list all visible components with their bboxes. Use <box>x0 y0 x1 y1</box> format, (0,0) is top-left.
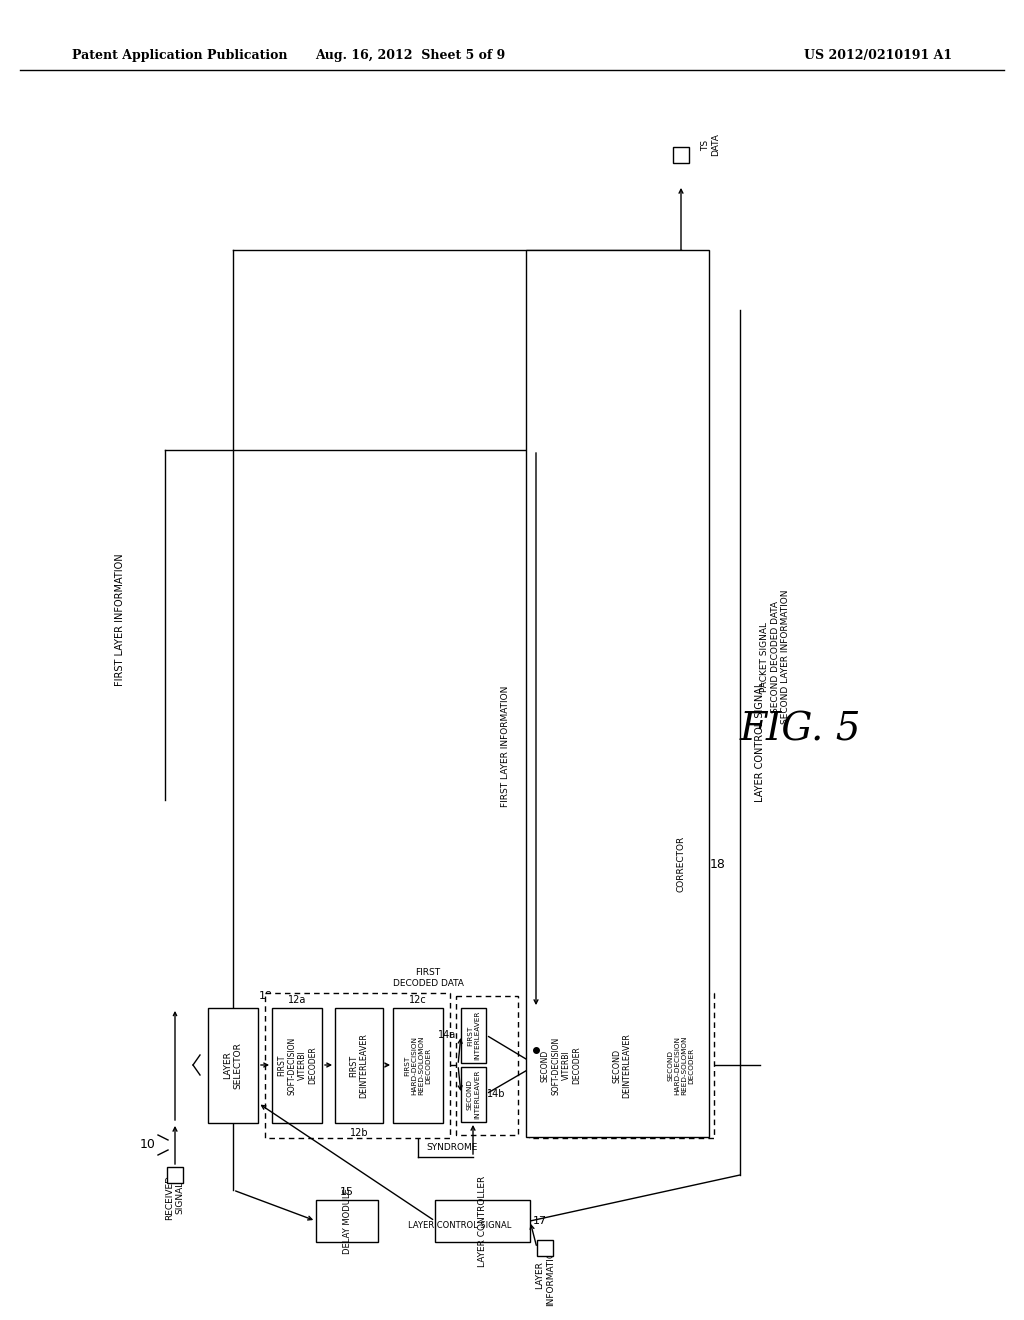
Text: LAYER CONTROL SIGNAL: LAYER CONTROL SIGNAL <box>755 682 765 803</box>
Text: 18: 18 <box>710 858 726 870</box>
Bar <box>316 1200 378 1242</box>
Text: DELAY MODULE: DELAY MODULE <box>342 1188 351 1254</box>
Text: FIRST
DECODED DATA: FIRST DECODED DATA <box>392 969 464 987</box>
Text: 12c: 12c <box>410 995 427 1005</box>
Text: Patent Application Publication: Patent Application Publication <box>72 49 288 62</box>
Bar <box>265 993 450 1138</box>
Bar <box>526 249 709 1137</box>
Text: FIRST
HARD-DECISION
REED-SOLOMON
DECODER: FIRST HARD-DECISION REED-SOLOMON DECODER <box>404 1036 431 1096</box>
Text: FIRST LAYER INFORMATION: FIRST LAYER INFORMATION <box>115 553 125 686</box>
Text: US 2012/0210191 A1: US 2012/0210191 A1 <box>804 49 952 62</box>
Bar <box>529 993 714 1138</box>
Bar <box>208 1008 258 1123</box>
Text: 17: 17 <box>532 1216 547 1226</box>
Text: SECOND
SOFT-DECISION
VITERBI
DECODER: SECOND SOFT-DECISION VITERBI DECODER <box>541 1036 581 1094</box>
Text: SECOND
INTERLEAVER: SECOND INTERLEAVER <box>467 1069 480 1119</box>
Bar <box>598 1008 646 1123</box>
Text: 12a: 12a <box>288 995 306 1005</box>
Text: 12b: 12b <box>349 1129 369 1138</box>
Bar <box>393 1008 443 1123</box>
Text: FIG. 5: FIG. 5 <box>739 711 861 748</box>
Bar <box>272 1008 322 1123</box>
Text: LAYER CONTROL SIGNAL: LAYER CONTROL SIGNAL <box>408 1221 511 1230</box>
Text: CORRECTOR: CORRECTOR <box>677 836 685 892</box>
Text: SECOND
DEINTERLEAVER: SECOND DEINTERLEAVER <box>612 1034 632 1098</box>
Text: TS
DATA: TS DATA <box>701 133 721 157</box>
Bar <box>656 1008 706 1123</box>
Text: 16c: 16c <box>672 995 690 1005</box>
Bar <box>656 830 706 898</box>
Text: LAYER CONTROLLER: LAYER CONTROLLER <box>478 1175 487 1267</box>
Text: 19: 19 <box>259 991 273 1001</box>
Text: 10: 10 <box>140 1138 156 1151</box>
Text: 16a: 16a <box>552 995 570 1005</box>
Text: FIRST LAYER INFORMATION: FIRST LAYER INFORMATION <box>502 685 511 807</box>
Text: FIRST
SOFT-DECISION
VITERBI
DECODER: FIRST SOFT-DECISION VITERBI DECODER <box>276 1036 317 1094</box>
Text: SYNDROME: SYNDROME <box>426 1143 477 1151</box>
Bar <box>167 1167 183 1183</box>
Text: FIRST
INTERLEAVER: FIRST INTERLEAVER <box>467 1011 480 1060</box>
Bar <box>537 1239 553 1257</box>
Text: 15: 15 <box>340 1187 354 1197</box>
Text: Aug. 16, 2012  Sheet 5 of 9: Aug. 16, 2012 Sheet 5 of 9 <box>314 49 505 62</box>
Text: FIRST
DEINTERLEAVER: FIRST DEINTERLEAVER <box>349 1034 369 1098</box>
Bar <box>456 997 518 1135</box>
Text: 16b: 16b <box>612 1129 631 1138</box>
Text: RECEIVED
SIGNAL: RECEIVED SIGNAL <box>165 1175 184 1220</box>
Text: LAYER
SELECTOR: LAYER SELECTOR <box>223 1041 243 1089</box>
Text: 14a: 14a <box>438 1030 456 1040</box>
Text: LAYER
INFORMATION: LAYER INFORMATION <box>536 1243 555 1307</box>
Bar <box>536 1008 586 1123</box>
Bar <box>461 1008 486 1063</box>
Bar <box>335 1008 383 1123</box>
Text: 14b: 14b <box>486 1089 505 1100</box>
Bar <box>435 1200 530 1242</box>
Text: SECOND
HARD-DECISION
REED-SOLOMON
DECODER: SECOND HARD-DECISION REED-SOLOMON DECODE… <box>668 1036 694 1096</box>
Text: PACKET SIGNAL
SECOND DECODED DATA
SECOND LAYER INFORMATION: PACKET SIGNAL SECOND DECODED DATA SECOND… <box>760 590 790 725</box>
Bar <box>461 1067 486 1122</box>
Bar <box>673 147 689 162</box>
